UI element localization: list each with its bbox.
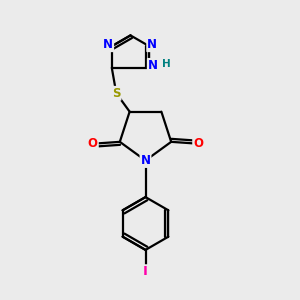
Text: N: N	[147, 38, 157, 51]
Text: N: N	[140, 154, 151, 167]
Text: S: S	[112, 87, 121, 100]
Text: N: N	[148, 59, 158, 72]
Text: O: O	[88, 137, 98, 150]
Text: N: N	[103, 38, 113, 51]
Text: O: O	[193, 137, 203, 150]
Text: H: H	[162, 59, 171, 69]
Text: I: I	[143, 265, 148, 278]
